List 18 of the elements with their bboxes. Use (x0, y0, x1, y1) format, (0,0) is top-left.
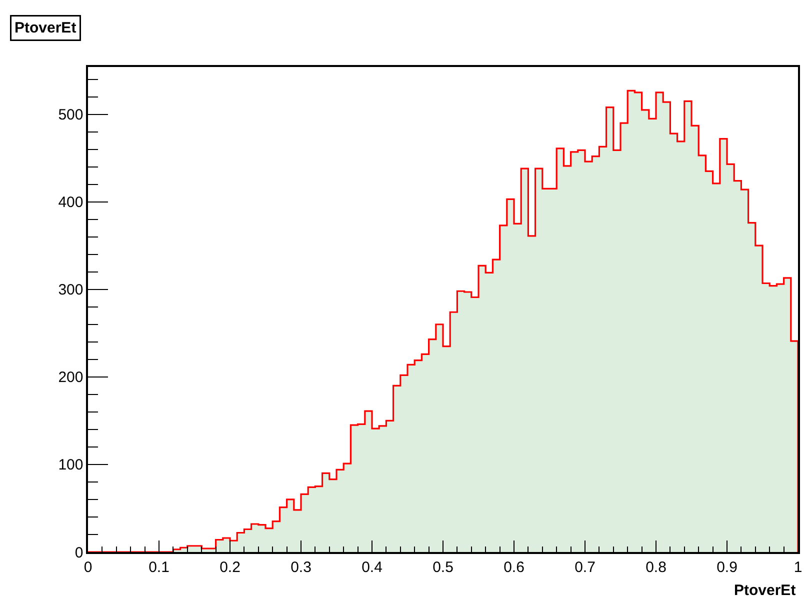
x-tick-label: 0.7 (574, 558, 596, 576)
x-axis-title: PtoverEt (734, 582, 796, 599)
y-tick-label: 0 (74, 544, 84, 562)
x-tick-label: 1 (794, 558, 802, 576)
chart-title: PtoverEt (14, 20, 76, 36)
x-tick-label: 0.2 (220, 558, 240, 576)
x-tick-label: 0.9 (716, 558, 738, 576)
y-tick-label: 200 (58, 369, 84, 386)
y-tick-label: 300 (58, 282, 84, 299)
y-tick-label: 500 (58, 106, 84, 124)
x-tick-label: 0.3 (290, 558, 312, 576)
x-tick-label: 0.8 (646, 558, 666, 576)
y-tick-label: 400 (58, 194, 84, 212)
x-tick-label: 0.6 (504, 558, 524, 576)
x-tick-label: 0.4 (362, 558, 382, 576)
x-tick-label: 0.5 (432, 558, 454, 576)
y-tick-label: 100 (58, 456, 84, 474)
x-tick-label: 0.1 (148, 558, 170, 576)
